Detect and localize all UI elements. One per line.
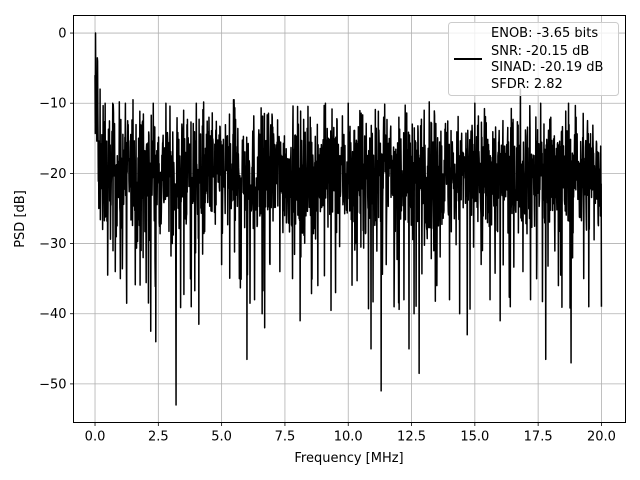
- plot-frame: [73, 15, 626, 423]
- y-tick-label: −30: [39, 237, 66, 252]
- plot-layer: [94, 32, 603, 406]
- y-tick-label: −20: [39, 167, 66, 182]
- y-tick-label: −10: [39, 97, 66, 112]
- psd-series-line: [94, 32, 603, 406]
- x-tick-label: 5.0: [211, 430, 232, 445]
- y-tick-label: 0: [58, 27, 66, 42]
- x-axis-title: Frequency [MHz]: [294, 451, 403, 466]
- x-tick-label: 12.5: [397, 430, 426, 445]
- x-tick-label: 2.5: [148, 430, 169, 445]
- x-tick-label: 7.5: [275, 430, 296, 445]
- tick-layer: 0.0 2.5 5.0 7.5 10.0 12.5 15.0 17.5 20.0 0 −10 −20 −…: [39, 27, 616, 445]
- y-tick-label: −50: [39, 377, 66, 392]
- x-tick-label: 15.0: [460, 430, 489, 445]
- x-tick-label: 20.0: [587, 430, 616, 445]
- x-tick-label: 0.0: [85, 430, 106, 445]
- legend-snr: SNR: -20.15 dB: [491, 44, 589, 59]
- legend: ENOB: -3.65 bits SNR: -20.15 dB SINAD: -…: [448, 22, 619, 96]
- legend-sfdr: SFDR: 2.82: [491, 77, 563, 92]
- x-tick-label: 17.5: [524, 430, 553, 445]
- y-axis-title: PSD [dB]: [13, 190, 28, 248]
- y-tick-label: −40: [39, 307, 66, 322]
- legend-sinad: SINAD: -20.19 dB: [491, 60, 603, 75]
- x-tick-label: 10.0: [334, 430, 363, 445]
- legend-box: [448, 22, 619, 96]
- legend-enob: ENOB: -3.65 bits: [491, 26, 598, 41]
